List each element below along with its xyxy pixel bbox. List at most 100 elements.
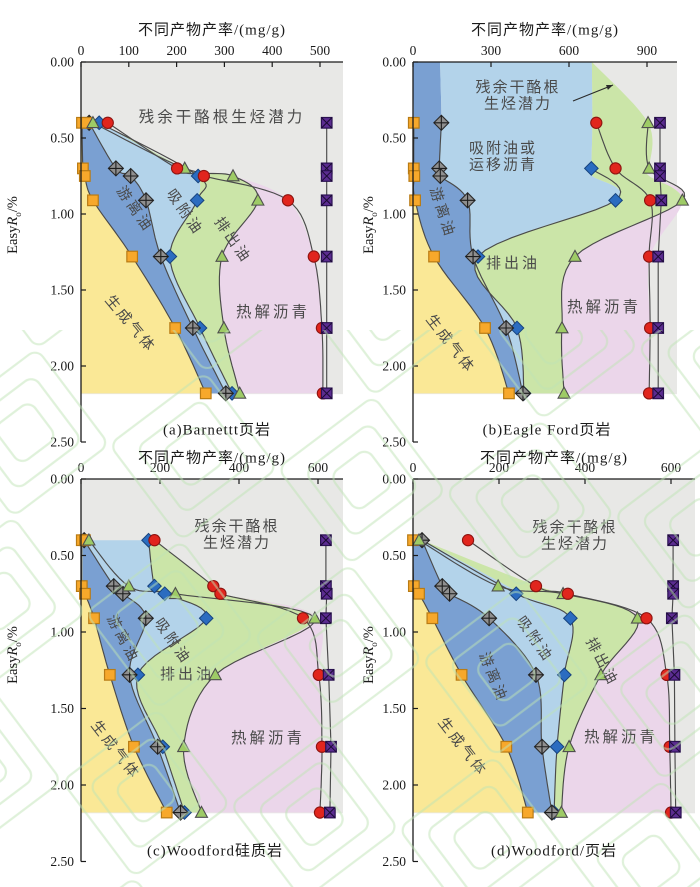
x-tick-label: 600 [308,460,329,475]
x-tick-label: 600 [661,460,682,475]
marker-red-circle [307,250,320,263]
annotation-arrow-head [606,85,613,90]
marker-purple-x-square [652,387,665,400]
marker-orange-square [409,194,421,207]
marker-red-circle [197,169,210,183]
x-tick-label: 0 [410,460,417,475]
marker-red-circle [313,806,327,819]
marker-gray-x-diamond [432,167,449,185]
marker-red-circle [281,194,295,207]
y-tick-label: 2.50 [50,854,74,869]
marker-red-circle [296,612,310,625]
y-tick-label: 0.00 [50,472,74,487]
marker-green-triangle [215,249,229,262]
marker-blue-diamond [162,249,178,265]
xaxis-title-c: 不同产物产率/(mg/g) [138,450,286,467]
marker-red-circle [170,162,184,175]
xaxis-title-d: 不同产物产率/(mg/g) [480,450,628,467]
marker-green-triangle [675,192,690,206]
marker-purple-x-square [320,194,333,207]
marker-purple-x-square [320,612,332,625]
marker-red-circle [609,162,622,175]
y-tick-label: 1.00 [50,207,74,222]
region-label-d-4: 热解沥青 [584,728,658,746]
x-tick-label: 0 [78,43,85,58]
marker-purple-x-square [323,806,336,819]
x-tick-label: 500 [310,43,331,58]
y-tick-label: 1.00 [50,625,74,640]
marker-orange-square [408,170,421,182]
marker-gray-x-diamond [459,192,476,209]
marker-red-circle [214,587,227,600]
area-pyrolysis [561,62,685,394]
marker-orange-square [407,116,420,129]
region-label-b-4: 热解沥青 [567,298,641,316]
marker-purple-x-square [320,116,333,129]
y-tick-label: 2.50 [382,435,406,450]
marker-orange-square [455,668,468,681]
marker-purple-x-square [325,740,337,753]
marker-orange-square [103,668,116,681]
region-label-c-4: 热解沥青 [231,729,305,747]
area-gas [413,62,509,394]
marker-green-triangle [250,192,265,206]
caption-panel-c: (c)Woodford硅质岩 [146,843,284,860]
x-tick-label: 100 [119,43,140,58]
caption-panel-d: (d)Woodford/页岩 [490,843,618,860]
marker-orange-square [428,250,440,263]
region-label-b-1: 吸附油或运移沥青 [469,140,537,174]
marker-purple-x-square [667,534,680,547]
marker-purple-x-square [668,740,681,753]
marker-red-circle [148,534,161,547]
caption-panel-a: (a)Barnettt页岩 [163,422,271,439]
marker-red-circle [643,194,657,207]
marker-red-circle [640,612,653,625]
y-tick-label: 0.00 [382,472,406,487]
marker-green-triangle [642,161,657,174]
region-label-b-0: 残余干酪根生烃潜力 [475,78,560,113]
y-tick-label: 0.00 [382,55,406,70]
marker-purple-x-square [652,250,665,263]
marker-purple-x-square [320,387,333,400]
y-tick-label: 2.00 [50,359,74,374]
marker-orange-square [126,250,139,263]
marker-gray-x-diamond [107,160,125,177]
y-tick-label: 1.00 [382,625,406,640]
y-tick-label: 1.50 [382,701,406,716]
marker-orange-square [426,612,439,625]
yaxis-title-c: EasyRo/% [5,626,23,684]
marker-orange-square [88,612,100,625]
marker-orange-square [87,194,99,207]
y-tick-label: 0.50 [382,131,406,146]
marker-gray-x-diamond [464,248,482,265]
y-tick-label: 2.00 [382,359,406,374]
marker-blue-diamond [608,192,624,208]
y-tick-label: 0.50 [382,548,406,563]
marker-red-circle [101,116,114,129]
yaxis-title-b: EasyRo/% [361,196,379,254]
marker-orange-square [521,806,534,819]
marker-purple-x-square [320,170,333,182]
x-tick-label: 0 [410,43,417,58]
marker-red-circle [529,579,543,593]
yaxis-title-a: EasyRo/% [5,196,23,254]
y-tick-label: 1.50 [382,283,406,298]
marker-purple-x-square [320,534,332,547]
area-expelled-oil [100,122,258,394]
y-tick-label: 2.00 [382,778,406,793]
x-tick-label: 400 [262,43,283,58]
region-label-c-0: 残余干酪根生烃潜力 [194,517,279,552]
marker-orange-square [128,740,140,753]
marker-purple-x-square [320,587,333,600]
marker-gray-x-diamond [152,248,170,265]
y-tick-label: 0.50 [50,131,74,146]
marker-orange-square [413,587,425,600]
annotation-arrow-line [572,84,614,102]
xaxis-title-b: 不同产物产率/(mg/g) [471,22,619,39]
marker-orange-square [503,387,515,400]
y-tick-label: 1.00 [382,207,406,222]
y-tick-label: 1.50 [50,701,74,716]
